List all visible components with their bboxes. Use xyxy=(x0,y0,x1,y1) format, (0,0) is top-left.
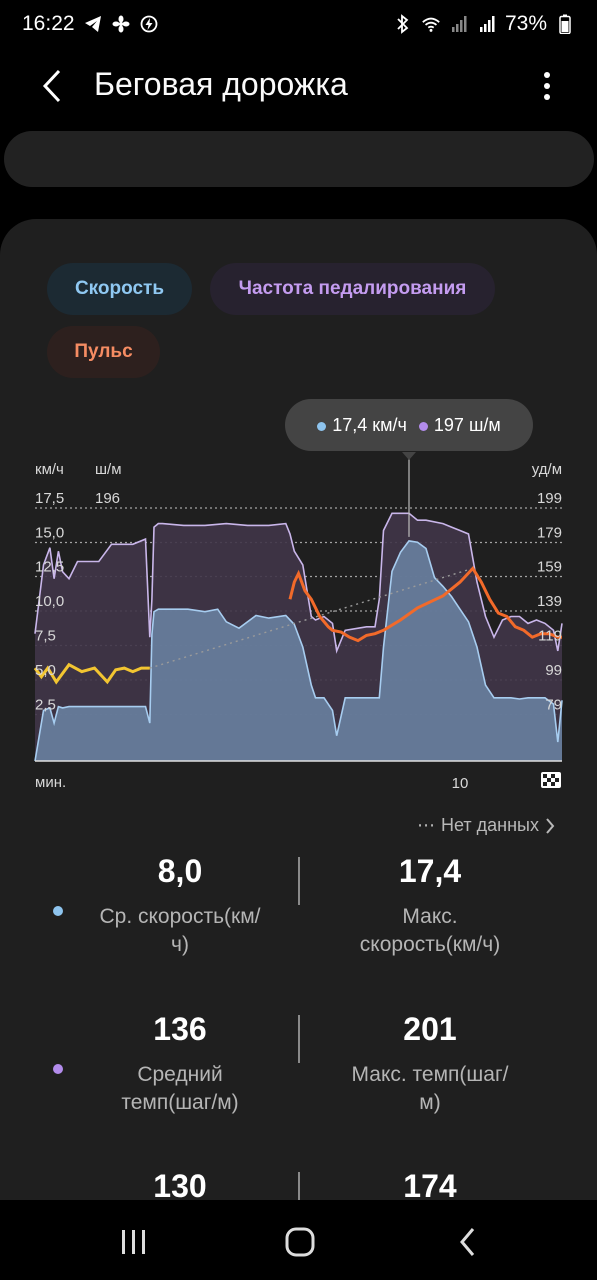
avg-cadence-value: 136 xyxy=(153,1011,207,1047)
stat-row-cadence: 136 Средний темп(шаг/м) 201 Макс. темп(ша… xyxy=(0,1007,597,1157)
signal-icon-2 xyxy=(477,14,497,34)
max-heart-rate: 174 xyxy=(320,1164,540,1208)
tooltip-cadence-value: 197 ш/м xyxy=(433,414,501,435)
heart-rate-line-late xyxy=(288,565,562,643)
back-button[interactable] xyxy=(34,64,70,108)
max-heart-rate-value: 174 xyxy=(403,1168,457,1204)
max-cadence-value: 201 xyxy=(403,1011,457,1047)
home-icon xyxy=(285,1227,315,1257)
speed-dot-icon xyxy=(53,906,63,916)
avg-heart-rate-value: 130 xyxy=(153,1168,207,1204)
signal-icon xyxy=(449,14,469,34)
speed-tick-label: 17,5 xyxy=(35,490,64,507)
tab-speed[interactable]: Скорость xyxy=(47,263,192,315)
speed-tick-label: 15,0 xyxy=(35,525,64,542)
more-vertical-icon xyxy=(544,72,550,100)
back-nav-icon xyxy=(460,1228,475,1256)
recent-apps-icon xyxy=(122,1230,145,1254)
tab-cadence[interactable]: Частота педалирования xyxy=(210,263,495,315)
tooltip-speed-value: 17,4 км/ч xyxy=(332,414,407,435)
max-speed-label: Макс. скорость(км/ч) xyxy=(359,905,501,956)
tab-heart-rate[interactable]: Пульс xyxy=(47,326,160,378)
heart-rate-tick-label: 179 xyxy=(537,525,562,542)
bluetooth-icon xyxy=(393,14,413,34)
max-cadence-label: Макс. темп(шаг/м) xyxy=(351,1063,509,1114)
cadence-dot-icon xyxy=(418,421,428,431)
x-axis-label: мин. xyxy=(35,774,66,791)
more-options-button[interactable] xyxy=(535,66,559,106)
speed-tick-label: 12,5 xyxy=(35,559,64,576)
chart-tooltip: 17,4 км/ч 197 ш/м xyxy=(285,399,533,451)
stat-row-heart-rate: 130 174 xyxy=(0,1164,597,1209)
heart-rate-tick-label: 159 xyxy=(537,559,562,576)
page-title: Беговая дорожка xyxy=(94,66,348,102)
speed-tick-label: 5,0 xyxy=(35,662,56,679)
avg-heart-rate: 130 xyxy=(70,1164,290,1208)
cadence-tick-label: 196 xyxy=(95,490,120,507)
avg-speed: 8,0 Ср. скорость(км/ч) xyxy=(70,849,290,959)
app-bar: Беговая дорожка xyxy=(0,48,597,124)
speed-tick-label: 2,5 xyxy=(35,697,56,714)
heart-rate-tick-label: 199 xyxy=(537,490,562,507)
charging-icon xyxy=(139,14,159,34)
chevron-right-icon xyxy=(546,817,555,834)
avg-cadence: 136 Средний темп(шаг/м) xyxy=(70,1007,290,1117)
avg-cadence-label: Средний темп(шаг/м) xyxy=(121,1063,239,1114)
stat-divider xyxy=(298,1015,300,1063)
speed-tick-label: 7,5 xyxy=(35,628,56,645)
no-data-label: Нет данных xyxy=(441,815,539,835)
cadence-dot-icon xyxy=(53,1064,63,1074)
x-tick-label: 10 xyxy=(452,775,469,792)
tooltip-pointer xyxy=(402,452,416,460)
finish-flag-icon xyxy=(541,772,561,788)
speed-unit-label: км/ч xyxy=(35,461,64,478)
heart-rate-line-early xyxy=(33,662,150,685)
max-cadence: 201 Макс. темп(шаг/м) xyxy=(320,1007,540,1117)
recent-apps-button[interactable] xyxy=(114,1222,154,1262)
stat-divider xyxy=(298,857,300,905)
max-speed: 17,4 Макс. скорость(км/ч) xyxy=(320,849,540,959)
no-data-link[interactable]: ⋯ Нет данных xyxy=(417,815,555,836)
status-time: 16:22 xyxy=(22,12,75,35)
workout-chart[interactable]: 17,5 199 15,0 179 12,5 159 10,0 139 7,5 119 5,0 99 2… xyxy=(0,450,597,810)
heart-rate-unit-label: уд/м xyxy=(532,461,562,478)
speed-area xyxy=(35,540,562,761)
battery-text: 73% xyxy=(504,12,547,35)
heart-rate-tick-label: 99 xyxy=(545,662,562,679)
telegram-icon xyxy=(83,14,103,34)
workout-card: Скорость Частота педалирования Пульс 17,… xyxy=(0,219,597,1209)
tooltip-speed: 17,4 км/ч xyxy=(317,415,407,436)
heart-rate-tick-label: 139 xyxy=(537,593,562,610)
stat-divider xyxy=(298,1172,300,1209)
heart-rate-tick-label: 79 xyxy=(545,697,562,714)
speed-tick-label: 10,0 xyxy=(35,593,64,610)
status-bar: 16:22 73% xyxy=(0,0,597,48)
wifi-icon xyxy=(421,14,441,34)
fan-icon xyxy=(111,14,131,34)
cadence-unit-label: ш/м xyxy=(95,461,122,478)
summary-pill xyxy=(4,131,594,187)
avg-speed-value: 8,0 xyxy=(157,853,203,889)
speed-line xyxy=(34,540,563,762)
home-button[interactable] xyxy=(280,1222,320,1262)
navigation-bar xyxy=(0,1200,597,1280)
heart-rate-tick-label: 119 xyxy=(538,628,562,645)
dots-icon: ⋯ xyxy=(417,815,435,835)
speed-dot-icon xyxy=(317,421,327,431)
avg-speed-label: Ср. скорость(км/ч) xyxy=(99,905,261,956)
max-speed-value: 17,4 xyxy=(398,853,462,889)
tooltip-cadence: 197 ш/м xyxy=(418,414,501,436)
heart-rate-gap-line xyxy=(149,567,473,669)
battery-icon xyxy=(555,14,575,34)
back-arrow-icon xyxy=(42,69,61,103)
stat-row-speed: 8,0 Ср. скорость(км/ч) 17,4 Макс. скорост… xyxy=(0,849,597,999)
back-nav-button[interactable] xyxy=(448,1222,488,1262)
